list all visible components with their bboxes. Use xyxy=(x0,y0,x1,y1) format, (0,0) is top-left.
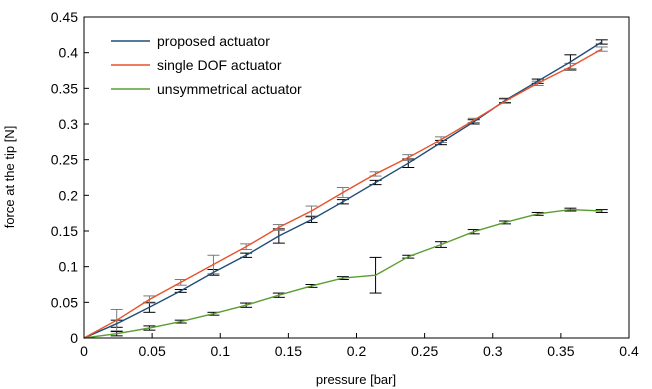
x-axis-label: pressure [bar] xyxy=(316,372,396,387)
y-axis-ticks: 0 0.05 0.1 0.15 0.2 0.25 0.3 0.35 0.4 0.45 xyxy=(51,9,89,346)
legend-entry: single DOF actuator xyxy=(111,57,282,73)
series-lines xyxy=(83,41,603,339)
y-tick-label: 0.05 xyxy=(51,294,78,310)
y-tick-label: 0 xyxy=(70,330,78,346)
x-tick-label: 0 xyxy=(80,343,88,359)
series-line-1 xyxy=(83,48,603,339)
legend-entry: unsymmetrical actuator xyxy=(111,81,302,97)
y-tick-label: 0.45 xyxy=(51,9,78,25)
legend-label: single DOF actuator xyxy=(157,57,282,73)
x-tick-label: 0.25 xyxy=(411,343,438,359)
y-tick-label: 0.3 xyxy=(59,116,79,132)
x-tick-label: 0.2 xyxy=(347,343,367,359)
y-tick-label: 0.25 xyxy=(51,152,78,168)
series-line-0 xyxy=(83,41,603,339)
x-axis-ticks: 0 0.05 0.1 0.15 0.2 0.25 0.3 0.35 0.4 xyxy=(80,333,639,359)
plot-background xyxy=(84,17,629,338)
y-tick-label: 0.35 xyxy=(51,80,78,96)
x-tick-label: 0.05 xyxy=(139,343,166,359)
legend: proposed actuator single DOF actuator unsy… xyxy=(111,33,302,97)
legend-label: unsymmetrical actuator xyxy=(157,81,302,97)
x-tick-label: 0.3 xyxy=(483,343,503,359)
legend-label: proposed actuator xyxy=(157,33,270,49)
series-line-2 xyxy=(83,208,602,339)
y-axis-label: force at the tip [N] xyxy=(2,126,17,229)
y-tick-label: 0.15 xyxy=(51,223,78,239)
x-tick-label: 0.4 xyxy=(619,343,639,359)
y-tick-label: 0.2 xyxy=(59,187,79,203)
x-tick-label: 0.15 xyxy=(275,343,302,359)
x-tick-label: 0.1 xyxy=(211,343,231,359)
y-tick-label: 0.4 xyxy=(59,45,79,61)
legend-entry: proposed actuator xyxy=(111,33,270,49)
x-tick-label: 0.35 xyxy=(547,343,574,359)
y-tick-label: 0.1 xyxy=(59,259,79,275)
